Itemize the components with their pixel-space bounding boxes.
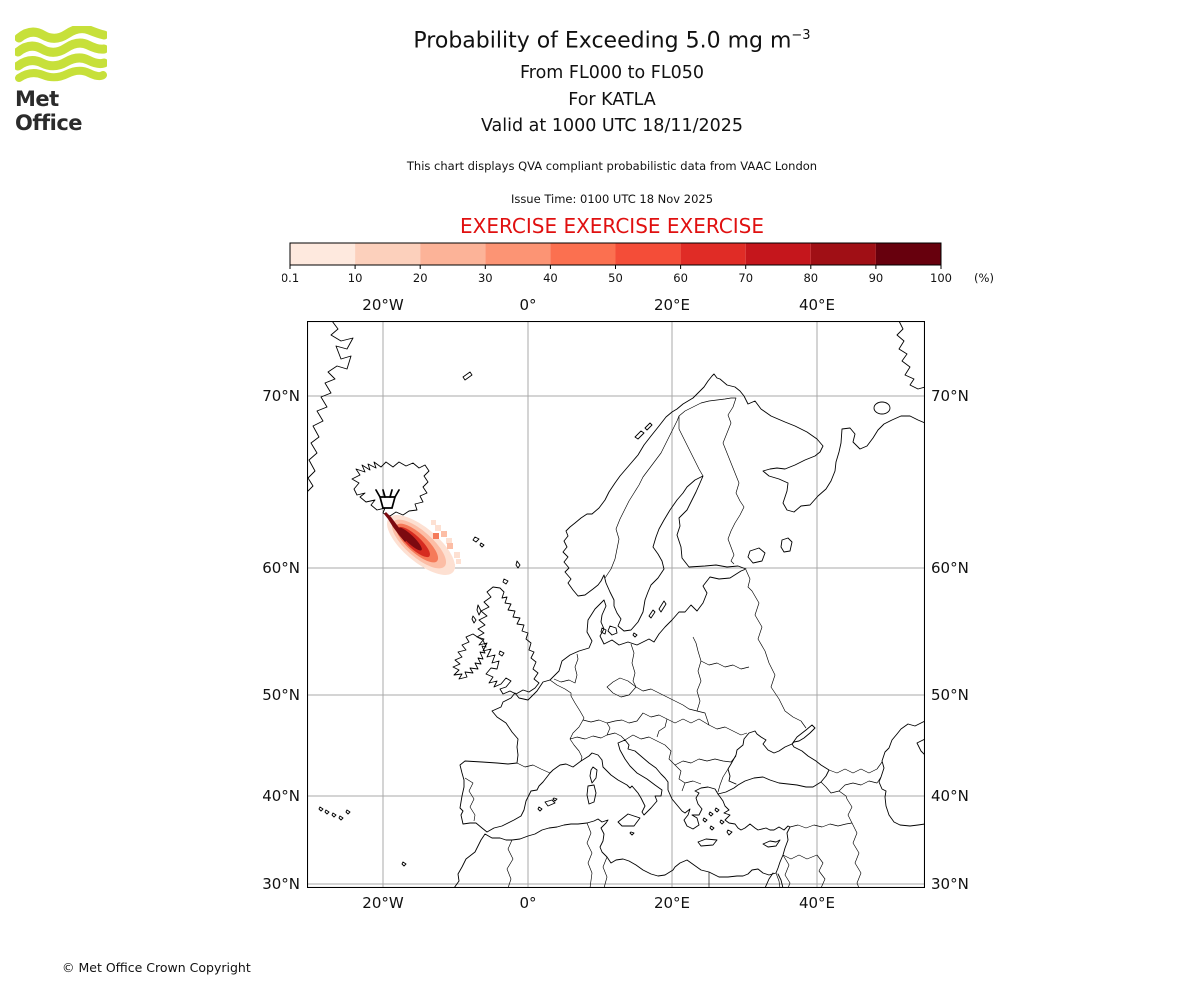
- europe-map: [307, 321, 925, 888]
- colorbar-segment: [810, 243, 876, 265]
- lon-label-bottom: 40°E: [798, 894, 836, 912]
- volcano-icon: [375, 489, 400, 509]
- plume-cell: [433, 533, 439, 539]
- lon-label-bottom: 0°: [519, 894, 537, 912]
- colorbar-tick-label: 20: [413, 271, 428, 285]
- colorbar-segment: [485, 243, 551, 265]
- exercise-banner: EXERCISE EXERCISE EXERCISE: [460, 214, 764, 238]
- lat-label-left: 50°N: [262, 686, 300, 704]
- lat-label-right: 50°N: [931, 686, 969, 704]
- colorbar-tick-label: 10: [348, 271, 363, 285]
- coast-novaya-zemlya: [896, 321, 925, 390]
- coastlines: [307, 321, 925, 888]
- lakes: [747, 537, 793, 564]
- colorbar-tick-label: 30: [478, 271, 493, 285]
- colorbar-tick-label: 70: [738, 271, 753, 285]
- colorbar-tick-label: 40: [543, 271, 558, 285]
- copyright-notice: © Met Office Crown Copyright: [62, 960, 251, 975]
- lat-label-right: 30°N: [931, 875, 969, 893]
- lon-label-bottom: 20°E: [653, 894, 691, 912]
- plume-cell: [447, 543, 453, 549]
- kolguyev-island: [873, 401, 891, 415]
- title-exponent: −3: [791, 28, 811, 43]
- colorbar-unit: (%): [974, 271, 994, 285]
- colorbar-ticks: [289, 265, 942, 269]
- coast-western-southern-europe: [459, 679, 830, 833]
- coast-iceland: [351, 461, 430, 517]
- plume-core: [398, 527, 422, 551]
- coast-suez: [764, 872, 784, 888]
- lat-label-right: 60°N: [931, 559, 969, 577]
- country-borders: [464, 397, 883, 888]
- colorbar-segment: [875, 243, 941, 265]
- plume-streak: [384, 512, 408, 542]
- colorbar-tick-label: 0.1: [282, 271, 299, 285]
- colorbar-labels: 0.1 10 20 30 40 50 60 70 80 90 100 (%): [282, 271, 994, 285]
- coast-anatolia-africa: [453, 793, 791, 888]
- colorbar-segment: [615, 243, 681, 265]
- page-title: Probability of Exceeding 5.0 mg m−3: [150, 28, 1074, 53]
- subtitle-flight-levels: From FL000 to FL050: [519, 63, 705, 83]
- ash-plume: [384, 512, 461, 575]
- logo-waves-icon: [15, 26, 107, 82]
- colorbar-tick-label: 90: [869, 271, 884, 285]
- issue-time: Issue Time: 0100 UTC 18 Nov 2025: [510, 192, 714, 206]
- plume-cell: [435, 525, 441, 531]
- colorbar-segment: [290, 243, 356, 265]
- met-office-logo: Met Office: [15, 26, 125, 135]
- lat-label-left: 30°N: [262, 875, 300, 893]
- logo-text: Met Office: [15, 87, 83, 135]
- plume-cell: [431, 520, 436, 525]
- lat-label-right: 40°N: [931, 787, 969, 805]
- coast-caspian: [878, 720, 925, 827]
- lon-label-bottom: 20°W: [362, 894, 404, 912]
- plume-cell: [456, 559, 461, 564]
- colorbar-segment: [745, 243, 811, 265]
- subtitle-volcano: For KATLA: [568, 90, 656, 110]
- plume-cell: [441, 531, 447, 537]
- colorbar-segment: [355, 243, 421, 265]
- lon-label-top: 40°E: [798, 296, 836, 314]
- lat-label-left: 40°N: [262, 787, 300, 805]
- colorbar-segment: [550, 243, 616, 265]
- lon-label-top: 0°: [519, 296, 537, 314]
- coast-ireland: [452, 633, 487, 680]
- plume-cell: [446, 538, 452, 544]
- colorbar-tick-label: 100: [930, 271, 952, 285]
- title-text: Probability of Exceeding 5.0 mg m: [413, 28, 792, 54]
- plume-cell: [450, 564, 455, 569]
- coast-black-sea-west: [727, 730, 793, 785]
- lon-label-top: 20°W: [362, 296, 404, 314]
- coast-northern-europe: [549, 373, 925, 681]
- colorbar-tick-label: 60: [673, 271, 688, 285]
- subtitle-valid-time: Valid at 1000 UTC 18/11/2025: [480, 116, 744, 136]
- lat-label-left: 70°N: [262, 387, 300, 405]
- colorbar-segment: [420, 243, 486, 265]
- coast-great-britain: [476, 586, 540, 695]
- graticule: [307, 321, 925, 888]
- lat-label-right: 70°N: [931, 387, 969, 405]
- lon-label-top: 20°E: [653, 296, 691, 314]
- coast-greenland: [307, 321, 354, 493]
- plume-cell: [454, 552, 460, 558]
- qva-description: This chart displays QVA compliant probab…: [406, 159, 818, 173]
- probability-colorbar: 0.1 10 20 30 40 50 60 70 80 90 100 (%): [282, 242, 994, 285]
- colorbar-tick-label: 80: [803, 271, 818, 285]
- map-frame: [307, 321, 925, 888]
- colorbar-tick-label: 50: [608, 271, 623, 285]
- islands: [318, 371, 781, 867]
- colorbar-segments: [290, 243, 941, 265]
- colorbar-segment: [680, 243, 746, 265]
- lat-label-left: 60°N: [262, 559, 300, 577]
